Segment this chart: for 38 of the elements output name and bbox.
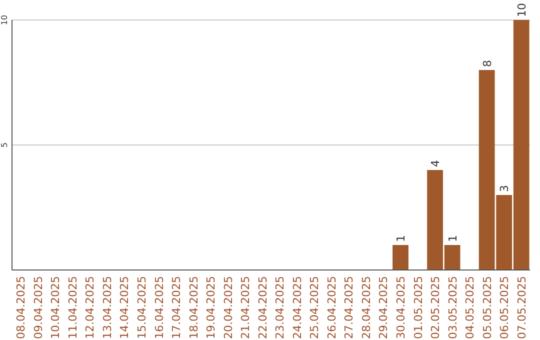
y-tick-label: 5 (0, 142, 9, 148)
x-tick-label: 06.05.2025 (498, 276, 512, 339)
x-tick-label: 23.04.2025 (274, 276, 287, 339)
x-tick-label: 20.04.2025 (222, 276, 235, 339)
x-tick-label: 17.04.2025 (170, 276, 184, 339)
x-tick-label: 03.05.2025 (446, 276, 460, 339)
data-label: 8 (480, 60, 494, 67)
x-tick-label: 28.04.2025 (360, 276, 373, 339)
x-tick-label: 10.04.2025 (49, 276, 62, 339)
x-tick-label: 24.04.2025 (290, 276, 304, 339)
x-tick-label: 11.04.2025 (66, 276, 80, 339)
x-tick-label: 19.04.2025 (204, 276, 218, 339)
x-tick-label: 27.04.2025 (342, 276, 356, 339)
data-label: 1 (446, 235, 460, 242)
x-tick-label: 08.04.2025 (14, 276, 28, 339)
data-label: 4 (429, 160, 442, 167)
data-label: 10 (515, 3, 528, 17)
x-tick-label: 29.04.2025 (377, 276, 390, 339)
x-tick-label: 12.04.2025 (84, 276, 97, 339)
x-tick-label: 21.04.2025 (239, 276, 252, 339)
x-tick-label: 25.04.2025 (308, 276, 322, 339)
x-tick-label: 04.05.2025 (464, 276, 477, 339)
bar (392, 245, 408, 270)
x-tick-label: 13.04.2025 (100, 276, 114, 339)
x-tick-label: 30.04.2025 (394, 276, 408, 339)
x-tick-label: 07.05.2025 (515, 276, 528, 339)
x-tick-label: 15.04.2025 (136, 276, 148, 339)
x-tick-label: 01.05.2025 (412, 276, 425, 339)
x-tick-label: 22.04.2025 (256, 276, 270, 339)
x-tick-label: 26.04.2025 (325, 276, 338, 339)
x-tick-label: 09.04.2025 (32, 276, 45, 339)
x-tick-label: 16.04.2025 (152, 276, 166, 339)
x-tick-label: 05.05.2025 (480, 276, 494, 339)
x-tick-label: 18.04.2025 (187, 276, 200, 339)
data-label: 1 (394, 235, 408, 242)
x-tick-label: 14.04.2025 (118, 276, 132, 339)
data-label: 3 (498, 185, 512, 192)
x-tick-label: 02.05.2025 (429, 276, 442, 339)
